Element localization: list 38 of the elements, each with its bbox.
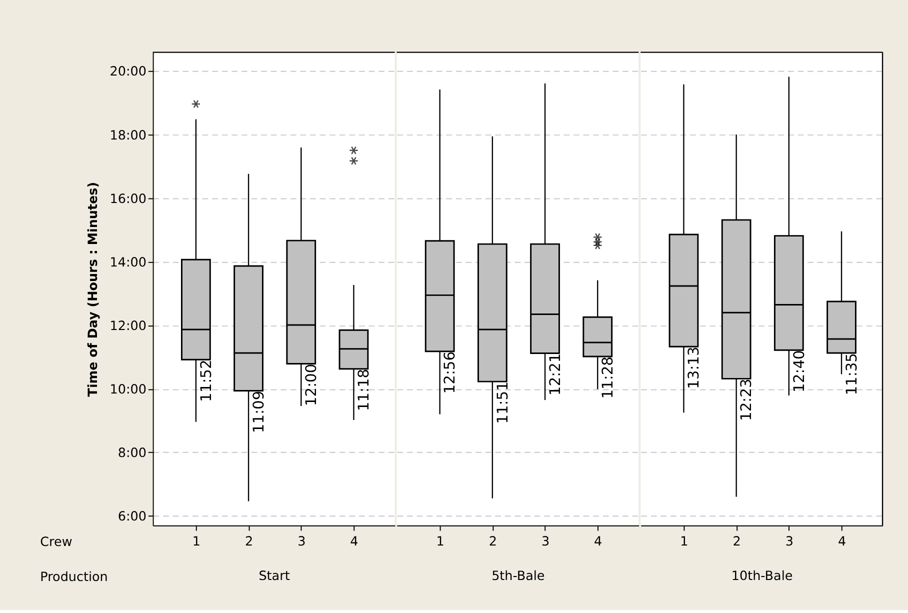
y-tick-label: 20:00 [110, 64, 146, 80]
x-tick-label: 2 [244, 534, 254, 550]
text: 11:18 [356, 368, 373, 412]
y-tick-label: 8:00 [118, 446, 146, 461]
text: 11:52 [198, 360, 215, 402]
y-tick-label: 16:00 [110, 192, 146, 207]
text: 12:21 [546, 353, 564, 396]
x-tick-label: 2 [732, 534, 741, 550]
x-tick-label: 1 [436, 534, 444, 550]
text: 12:23 [738, 378, 756, 422]
text: 11:35 [843, 352, 860, 396]
text: Crew [40, 534, 72, 550]
x-axis-title: 5th-Bale [492, 568, 545, 584]
text: 12:40 [790, 350, 808, 392]
y-tick-label: 18:00 [110, 128, 146, 144]
x-axis-title: 10th-Bale [731, 568, 793, 584]
x-tick-label: 3 [541, 534, 550, 550]
y-axis-title: Time of Day (Hours : Minutes) [86, 182, 102, 397]
y-tick-label: 6:00 [118, 509, 146, 524]
text: 11:28 [600, 356, 617, 399]
x-tick-label: 3 [298, 534, 306, 550]
text: 11:09 [250, 390, 268, 434]
x-tick-label: 2 [488, 534, 497, 550]
y-tick-label: 14:00 [110, 255, 146, 270]
x-tick-label: 4 [838, 534, 846, 550]
x-tick-label: 1 [192, 534, 200, 550]
text: 13:13 [686, 346, 703, 389]
x-tick-label: 4 [350, 534, 358, 550]
x-tick-label: 3 [785, 534, 794, 550]
x-tick-label: 1 [680, 534, 688, 550]
x-tick-label: 4 [594, 534, 602, 550]
text: Production [40, 570, 108, 586]
x-axis-title: Start [258, 568, 290, 584]
text: 12:00 [303, 364, 320, 406]
y-tick-label: 10:00 [110, 382, 146, 398]
text: 12:56 [442, 351, 459, 394]
y-tick-label: 12:00 [110, 318, 146, 334]
text: 11:51 [494, 382, 512, 424]
